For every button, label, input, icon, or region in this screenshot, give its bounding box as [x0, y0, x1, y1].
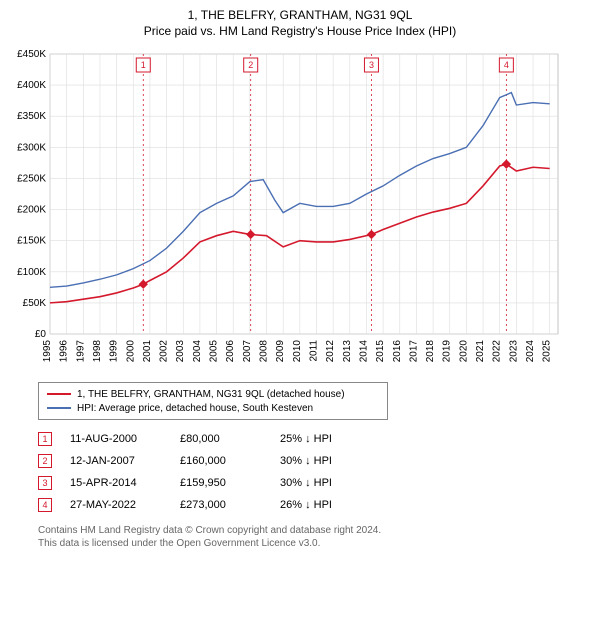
- svg-text:2016: 2016: [392, 340, 403, 363]
- transaction-date: 15-APR-2014: [70, 477, 180, 489]
- transaction-marker: 2: [38, 454, 52, 468]
- chart-title: 1, THE BELFRY, GRANTHAM, NG31 9QL: [8, 8, 592, 22]
- svg-text:2020: 2020: [458, 340, 469, 363]
- svg-text:2013: 2013: [342, 340, 353, 363]
- legend: 1, THE BELFRY, GRANTHAM, NG31 9QL (detac…: [38, 382, 388, 420]
- svg-text:£100K: £100K: [17, 267, 46, 278]
- svg-text:1999: 1999: [109, 340, 120, 363]
- svg-text:£300K: £300K: [17, 142, 46, 153]
- svg-text:£150K: £150K: [17, 236, 46, 247]
- svg-text:2021: 2021: [475, 340, 486, 363]
- transaction-delta: 30% ↓ HPI: [280, 477, 390, 489]
- chart-subtitle: Price paid vs. HM Land Registry's House …: [8, 24, 592, 38]
- svg-text:2011: 2011: [308, 340, 319, 362]
- svg-text:1996: 1996: [59, 340, 70, 363]
- svg-text:£50K: £50K: [23, 298, 47, 309]
- svg-text:2017: 2017: [408, 340, 419, 363]
- transaction-price: £80,000: [180, 433, 280, 445]
- svg-text:2006: 2006: [225, 340, 236, 363]
- footer-attribution: Contains HM Land Registry data © Crown c…: [38, 524, 592, 550]
- transaction-price: £160,000: [180, 455, 280, 467]
- svg-text:2015: 2015: [375, 340, 386, 363]
- transaction-date: 27-MAY-2022: [70, 499, 180, 511]
- svg-text:2012: 2012: [325, 340, 336, 363]
- svg-text:1998: 1998: [92, 340, 103, 363]
- transaction-row: 2 12-JAN-2007£160,00030% ↓ HPI: [38, 450, 592, 472]
- transaction-price: £159,950: [180, 477, 280, 489]
- svg-text:£200K: £200K: [17, 205, 46, 216]
- svg-text:1: 1: [141, 60, 146, 70]
- svg-text:2018: 2018: [425, 340, 436, 363]
- legend-item: 1, THE BELFRY, GRANTHAM, NG31 9QL (detac…: [47, 387, 379, 401]
- transaction-delta: 30% ↓ HPI: [280, 455, 390, 467]
- svg-text:2019: 2019: [442, 340, 453, 363]
- svg-text:2004: 2004: [192, 340, 203, 363]
- svg-text:3: 3: [369, 60, 374, 70]
- transaction-row: 3 15-APR-2014£159,95030% ↓ HPI: [38, 472, 592, 494]
- legend-item: HPI: Average price, detached house, Sout…: [47, 401, 379, 415]
- svg-text:2000: 2000: [125, 340, 136, 363]
- transaction-marker: 1: [38, 432, 52, 446]
- svg-text:2014: 2014: [358, 340, 369, 363]
- transaction-date: 12-JAN-2007: [70, 455, 180, 467]
- svg-text:4: 4: [504, 60, 509, 70]
- legend-label: 1, THE BELFRY, GRANTHAM, NG31 9QL (detac…: [77, 389, 345, 400]
- svg-text:£0: £0: [35, 329, 47, 340]
- svg-text:2: 2: [248, 60, 253, 70]
- legend-swatch: [47, 393, 71, 395]
- line-chart: £0 £50K £100K £150K £200K £250K £300K £350K £400…: [8, 46, 568, 376]
- svg-text:2024: 2024: [525, 340, 536, 363]
- transaction-marker: 4: [38, 498, 52, 512]
- svg-text:2001: 2001: [142, 340, 153, 363]
- transaction-delta: 25% ↓ HPI: [280, 433, 390, 445]
- svg-text:2005: 2005: [209, 340, 220, 363]
- svg-text:2008: 2008: [259, 340, 270, 363]
- svg-text:1997: 1997: [75, 340, 86, 363]
- legend-label: HPI: Average price, detached house, Sout…: [77, 403, 313, 414]
- transaction-row: 4 27-MAY-2022£273,00026% ↓ HPI: [38, 494, 592, 516]
- svg-text:2007: 2007: [242, 340, 253, 363]
- svg-text:£350K: £350K: [17, 111, 46, 122]
- legend-swatch: [47, 407, 71, 409]
- footer-line-1: Contains HM Land Registry data © Crown c…: [38, 524, 592, 537]
- transaction-table: 1 11-AUG-2000£80,00025% ↓ HPI 2 12-JAN-2007…: [38, 428, 592, 516]
- footer-line-2: This data is licensed under the Open Gov…: [38, 537, 592, 550]
- svg-text:2010: 2010: [292, 340, 303, 363]
- transaction-row: 1 11-AUG-2000£80,00025% ↓ HPI: [38, 428, 592, 450]
- svg-text:2009: 2009: [275, 340, 286, 363]
- svg-text:£450K: £450K: [17, 49, 46, 60]
- transaction-date: 11-AUG-2000: [70, 433, 180, 445]
- svg-text:£400K: £400K: [17, 80, 46, 91]
- transaction-marker: 3: [38, 476, 52, 490]
- svg-text:2025: 2025: [542, 340, 553, 363]
- svg-text:2002: 2002: [159, 340, 170, 363]
- transaction-price: £273,000: [180, 499, 280, 511]
- svg-text:£250K: £250K: [17, 173, 46, 184]
- chart-container: £0 £50K £100K £150K £200K £250K £300K £350K £400…: [8, 46, 592, 376]
- svg-text:2023: 2023: [508, 340, 519, 363]
- svg-text:2003: 2003: [175, 340, 186, 363]
- svg-text:2022: 2022: [492, 340, 503, 363]
- transaction-delta: 26% ↓ HPI: [280, 499, 390, 511]
- svg-text:1995: 1995: [42, 340, 53, 363]
